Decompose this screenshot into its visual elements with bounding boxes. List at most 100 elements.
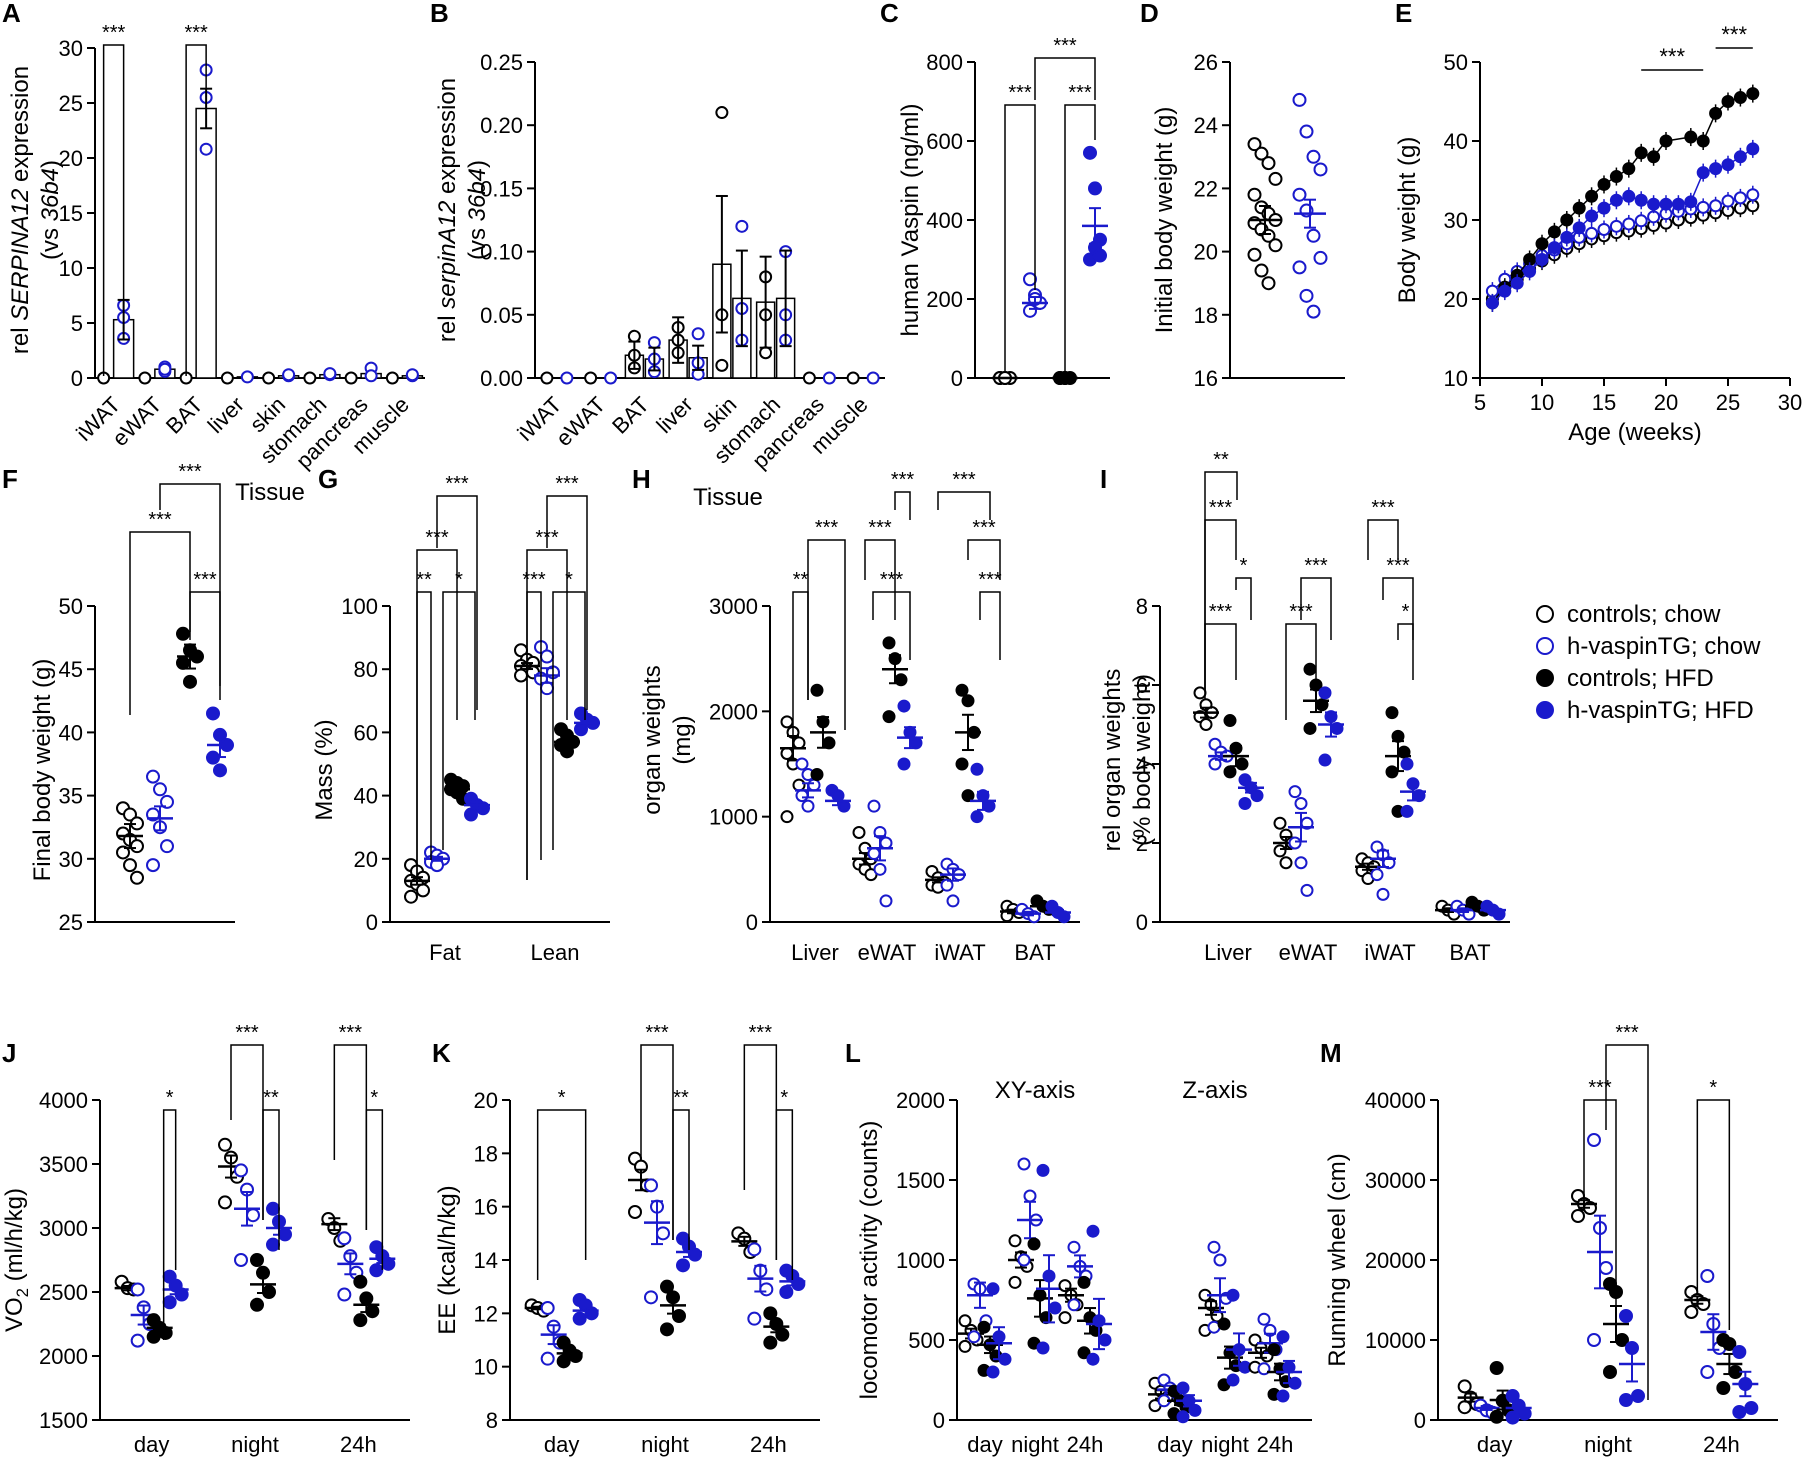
data-point [780, 810, 794, 824]
data-point [176, 655, 190, 670]
panel-i-y-tick-label: 6 [1136, 673, 1148, 698]
data-point [1400, 804, 1414, 818]
data-point [852, 825, 866, 839]
data-point [747, 1242, 762, 1257]
data-point [1619, 1309, 1633, 1323]
data-point [1684, 195, 1698, 209]
data-point [1023, 1189, 1037, 1203]
panel-letter-A: A [2, 0, 21, 28]
data-point [160, 839, 174, 854]
panel-l-y-tick-label: 1000 [896, 1248, 945, 1273]
data-point [1746, 188, 1760, 202]
data-point [958, 1339, 972, 1353]
panel-letter-D: D [1140, 0, 1159, 28]
data-point [780, 746, 794, 760]
data-point [1267, 1343, 1281, 1357]
data-point [1226, 1288, 1240, 1302]
panel-b-y-tick-label: 0.10 [480, 240, 523, 265]
data-point [1609, 170, 1623, 184]
data-point [1560, 213, 1574, 227]
data-point [1370, 868, 1384, 882]
data-point [866, 371, 880, 385]
panel-m-x-tick-label: night [1584, 1432, 1632, 1457]
data-point [1733, 191, 1747, 205]
panel-f-y-label: Final body weight (g) [29, 659, 56, 882]
panel-h-sig [807, 539, 846, 730]
data-point [676, 1258, 690, 1273]
data-point [1457, 1379, 1472, 1394]
panel-i-x-tick-label: BAT [1449, 940, 1490, 965]
data-point [1318, 686, 1332, 700]
panel-i-sig [1367, 519, 1399, 560]
data-point [1318, 753, 1332, 767]
data-point [672, 1309, 686, 1323]
panel-h-y-tick-label: 1000 [709, 805, 758, 830]
data-point [556, 1354, 571, 1369]
panel-m-y-label: Running wheel (cm) [1324, 1153, 1351, 1366]
panel-l-y-tick-label: 0 [933, 1408, 945, 1433]
data-point [1273, 844, 1287, 858]
data-point [1716, 1381, 1731, 1395]
panel-h-y-label: organ weights [639, 665, 666, 814]
data-point [146, 769, 160, 784]
panel-g-sig [416, 591, 432, 880]
significance-label: * [1240, 555, 1248, 577]
panel-b-y-tick-label: 0.15 [480, 176, 523, 201]
panel-a-y-tick-label: 30 [59, 36, 83, 61]
legend-label: controls; HFD [1567, 665, 1714, 692]
panel-h-sig [894, 491, 911, 520]
data-point [405, 368, 419, 382]
panel-k-sig [775, 1109, 794, 1280]
data-point [183, 674, 197, 689]
panel-i-y-tick-label: 0 [1136, 910, 1148, 935]
data-point [337, 1287, 352, 1302]
label-part: (vs [37, 221, 64, 260]
label-part: SERPINA12 [7, 189, 34, 321]
data-point [759, 1282, 774, 1297]
significance-label: * [166, 1087, 174, 1109]
significance-label: *** [339, 1022, 363, 1044]
significance-label: *** [1209, 497, 1233, 519]
data-point [1303, 721, 1317, 735]
panel-k-sig [536, 1109, 587, 1280]
data-point [1609, 219, 1623, 233]
panel-j-sig [262, 1109, 280, 1250]
data-point [715, 358, 729, 372]
data-point [715, 106, 729, 120]
data-point [879, 894, 893, 908]
data-point [1603, 1365, 1617, 1379]
data-point [464, 807, 478, 822]
significance-label: *** [1053, 35, 1077, 57]
panel-c-y-tick-label: 800 [926, 50, 963, 75]
data-point [540, 1351, 555, 1366]
panel-i-x-tick-label: Liver [1204, 940, 1252, 965]
data-point [1077, 1275, 1091, 1289]
data-point [540, 649, 554, 664]
significance-label: * [558, 1087, 566, 1109]
data-point [1696, 200, 1710, 214]
data-point [130, 1333, 145, 1348]
data-point [1572, 221, 1586, 235]
significance-label: *** [1371, 497, 1395, 519]
data-point [955, 683, 969, 697]
panel-j-x-tick-label: night [231, 1432, 279, 1457]
panel-a-sig [102, 44, 125, 376]
panel-g-y-tick-label: 40 [354, 784, 378, 809]
panel-l-x-tick-label: day [1157, 1432, 1192, 1457]
panel-c-sig [1004, 104, 1036, 373]
panel-h-y-label-2: (mg) [669, 715, 696, 764]
panel-a-y-tick-label: 25 [59, 91, 83, 116]
significance-label: ** [1213, 449, 1229, 471]
label-part: (vs [464, 221, 491, 260]
panel-i-x-tick-label: iWAT [1364, 940, 1415, 965]
data-point [1585, 209, 1599, 223]
data-point [234, 1253, 248, 1267]
data-point [1299, 288, 1314, 303]
panel-k-y-tick-label: 16 [474, 1195, 498, 1220]
data-point [647, 336, 661, 350]
panel-j-y-tick-label: 3000 [39, 1216, 88, 1241]
data-point [1292, 260, 1307, 275]
data-point [940, 878, 954, 892]
significance-label: *** [1721, 22, 1747, 47]
significance-label: * [565, 569, 573, 591]
